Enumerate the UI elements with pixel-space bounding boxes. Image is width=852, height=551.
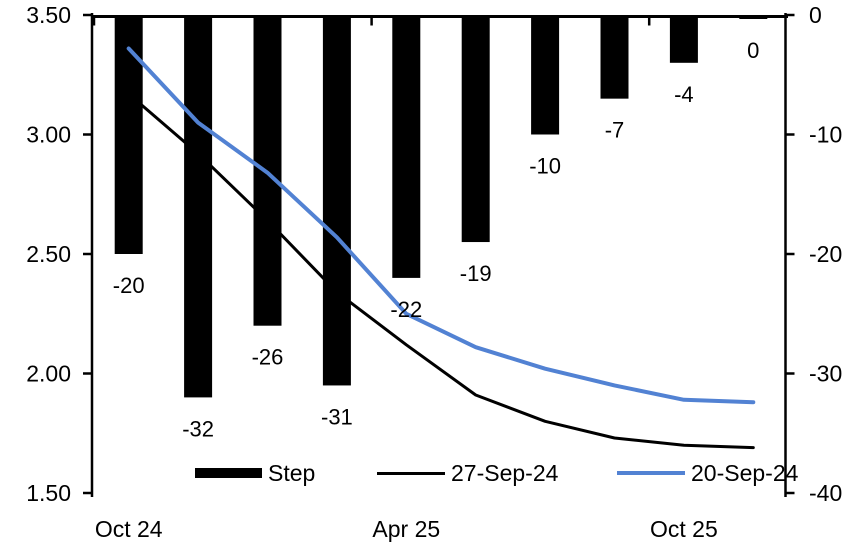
bar-data-label: -7 [605,118,625,143]
bar-data-label: -19 [460,261,492,286]
left-axis-tick-label: 3.00 [26,122,71,148]
right-axis-tick-label: -40 [809,480,842,506]
bar-data-label: -32 [182,416,214,441]
bar-data-label: -20 [113,273,145,298]
legend-item-step: Step [195,460,315,486]
legend-item-27-sep: 27-Sep-24 [377,460,558,486]
legend-label: 20-Sep-24 [691,459,799,486]
right-axis-tick-label: -30 [809,361,842,387]
bar--7 [600,15,629,99]
x-axis-label: Oct 24 [95,516,163,542]
left-axis-tick-label: 1.50 [26,480,71,506]
x-axis-label: Oct 25 [650,516,718,542]
bars-group [114,15,768,398]
bar--19 [461,15,490,243]
line-series-group [126,46,756,450]
bar-data-label: -10 [529,154,561,179]
bar-data-label: 0 [747,38,759,63]
legend-label: 27-Sep-24 [451,459,559,486]
right-axis-tick-label: -20 [809,241,842,267]
bar--20 [114,15,143,254]
bar-data-label: -26 [252,345,284,370]
x-axis-label: Apr 25 [372,516,440,542]
bar-data-label: -31 [321,404,353,429]
right-axis-tick-label: -10 [809,122,842,148]
bar-data-label: -22 [390,297,422,322]
left-axis-tick-label: 2.50 [26,241,71,267]
bar-swatch [195,468,262,478]
legend-item-20-sep: 20-Sep-24 [617,460,798,486]
left-axis-tick-label: 2.00 [26,361,71,387]
bar-data-label: -4 [674,82,694,107]
bar--10 [531,15,560,135]
line-swatch-blue [617,471,685,475]
bar--22 [392,15,421,278]
legend-label: Step [268,459,316,486]
line-series-27-Sep-24 [127,92,755,450]
right-axis-tick-label: 0 [809,2,822,28]
bar--32 [184,15,213,398]
left-axis-tick-label: 3.50 [26,2,71,28]
labels-group: -20-32-26-31-22-19-10-7-403.503.002.502.… [26,2,842,542]
axes-group [83,13,795,497]
line-series-20-Sep-24 [126,46,756,405]
bar--31 [322,15,351,386]
legend: Step 27-Sep-24 20-Sep-24 [0,460,852,486]
bar--4 [669,15,698,63]
line-swatch-black [377,471,445,475]
